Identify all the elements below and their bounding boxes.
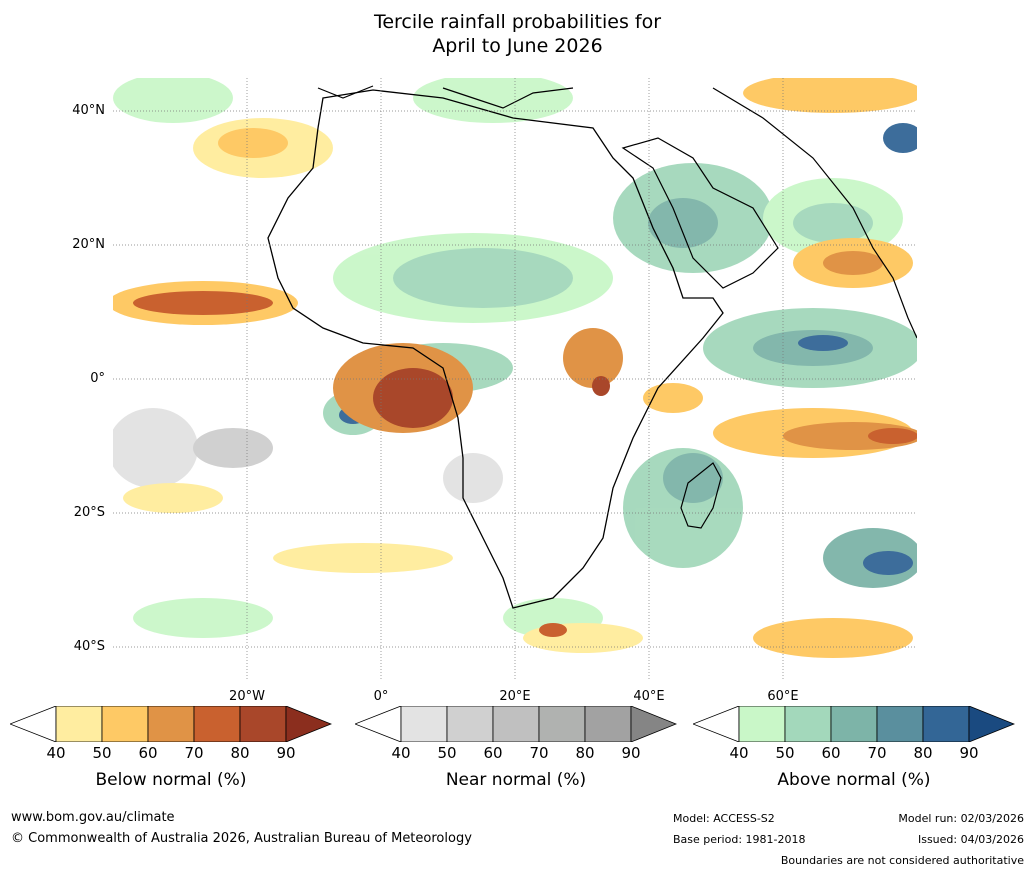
cbar1-swatch-6	[630, 705, 678, 743]
cbar2-tick-60: 60	[821, 744, 841, 762]
cbar2-swatch-5	[922, 705, 970, 743]
cbar0-swatch-1	[55, 705, 103, 743]
model-text: Model: ACCESS-S2	[673, 812, 775, 825]
below-normal-regions	[113, 78, 917, 658]
colorbar-above-normal: 40 50 60 70 80 90	[691, 705, 1016, 776]
cbar1-tick-40: 40	[391, 744, 411, 762]
cbar1-tick-50: 50	[437, 744, 457, 762]
issued-text: Issued: 04/03/2026	[917, 833, 1024, 846]
gridlines	[113, 78, 917, 681]
cbar0-swatch-0	[8, 705, 57, 743]
asia-coastline	[712, 87, 917, 339]
cbar0-tick-80: 80	[230, 744, 250, 762]
colorbar-near-label: Near normal (%)	[445, 770, 587, 790]
cbar2-swatch-3	[830, 705, 878, 743]
map-title: Tercile rainfall probabilities for April…	[0, 10, 1035, 58]
lat-label-20n: 20°N	[72, 237, 105, 252]
lon-label-0: 0°	[373, 689, 389, 704]
colorbar-above-swatches	[691, 705, 1016, 743]
colorbar-below-normal: 40 50 60 70 80 90	[8, 705, 333, 776]
africa-coastline	[267, 89, 724, 609]
base-period-text: Base period: 1981-2018	[673, 833, 806, 846]
title-line-2: April to June 2026	[432, 35, 603, 57]
cbar2-tick-40: 40	[729, 744, 749, 762]
europe-coastline	[317, 85, 574, 109]
cbar1-swatch-4	[538, 705, 586, 743]
cbar0-swatch-6	[285, 705, 333, 743]
copyright-text: © Commonwealth of Australia 2026, Austra…	[11, 831, 472, 846]
cbar1-swatch-2	[446, 705, 494, 743]
cbar0-tick-90: 90	[276, 744, 296, 762]
cbar0-swatch-2	[101, 705, 149, 743]
colorbar-near-normal: 40 50 60 70 80 90	[353, 705, 678, 776]
cbar2-swatch-2	[784, 705, 832, 743]
cbar1-tick-90: 90	[621, 744, 641, 762]
cbar2-tick-50: 50	[775, 744, 795, 762]
cbar0-tick-50: 50	[92, 744, 112, 762]
cbar0-swatch-3	[147, 705, 195, 743]
lon-label-20e: 20°E	[499, 689, 531, 704]
colorbar-above-label: Above normal (%)	[777, 770, 931, 790]
cbar2-swatch-0	[691, 705, 740, 743]
cbar0-tick-70: 70	[184, 744, 204, 762]
rainfall-probability-map	[113, 78, 917, 681]
cbar2-tick-90: 90	[959, 744, 979, 762]
cbar1-tick-70: 70	[529, 744, 549, 762]
lat-label-40n: 40°N	[72, 103, 105, 118]
cbar0-swatch-4	[193, 705, 241, 743]
cbar0-tick-40: 40	[46, 744, 66, 762]
lat-label-equator: 0°	[90, 371, 105, 386]
cbar1-tick-80: 80	[575, 744, 595, 762]
lon-label-60e: 60°E	[767, 689, 799, 704]
colorbar-below-label: Below normal (%)	[95, 770, 247, 790]
cbar0-swatch-5	[239, 705, 287, 743]
lon-label-20w: 20°W	[229, 689, 265, 704]
lat-label-20s: 20°S	[73, 505, 105, 520]
lat-label-40s: 40°S	[73, 639, 105, 654]
disclaimer-text: Boundaries are not considered authoritat…	[780, 854, 1024, 867]
cbar2-swatch-1	[738, 705, 786, 743]
madagascar-coastline	[680, 462, 722, 529]
cbar1-swatch-0	[353, 705, 402, 743]
arabia-coastline	[621, 137, 779, 289]
title-line-1: Tercile rainfall probabilities for	[373, 11, 662, 33]
model-run-text: Model run: 02/03/2026	[898, 812, 1024, 825]
cbar0-tick-60: 60	[138, 744, 158, 762]
colorbar-near-swatches	[353, 705, 678, 743]
cbar2-swatch-4	[876, 705, 924, 743]
cbar1-tick-60: 60	[483, 744, 503, 762]
cbar2-tick-80: 80	[913, 744, 933, 762]
cbar1-swatch-5	[584, 705, 632, 743]
cbar1-swatch-1	[400, 705, 448, 743]
colorbar-below-swatches	[8, 705, 333, 743]
cbar1-swatch-3	[492, 705, 540, 743]
lon-label-40e: 40°E	[633, 689, 665, 704]
cbar2-tick-70: 70	[867, 744, 887, 762]
cbar2-swatch-6	[968, 705, 1016, 743]
website-link[interactable]: www.bom.gov.au/climate	[11, 810, 175, 825]
near-normal-regions	[113, 408, 503, 503]
